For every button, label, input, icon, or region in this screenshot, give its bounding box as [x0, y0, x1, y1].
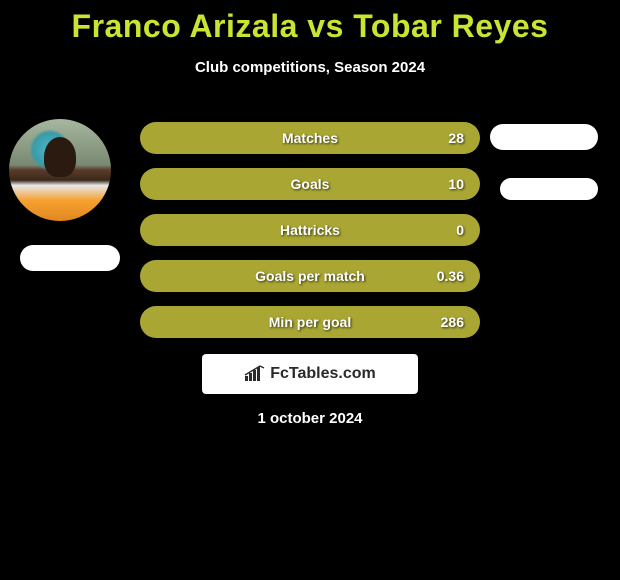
player-name-pill-right-2 — [500, 178, 598, 200]
brand-text: FcTables.com — [270, 365, 376, 383]
stat-label: Goals — [291, 176, 330, 192]
stat-value: 0.36 — [437, 268, 464, 284]
header: Franco Arizala vs Tobar Reyes Club compe… — [0, 0, 620, 76]
stat-row: Hattricks 0 — [140, 214, 480, 246]
player-avatar-left — [9, 119, 111, 221]
date-text: 1 october 2024 — [0, 410, 620, 427]
player-name-pill-left — [20, 245, 120, 271]
page-subtitle: Club competitions, Season 2024 — [0, 59, 620, 76]
bar-chart-icon — [244, 365, 266, 383]
stat-label: Hattricks — [280, 222, 340, 238]
stat-row: Goals 10 — [140, 168, 480, 200]
stat-label: Min per goal — [269, 314, 351, 330]
stat-value: 0 — [456, 222, 464, 238]
stat-label: Matches — [282, 130, 338, 146]
stat-value: 286 — [441, 314, 464, 330]
stat-value: 10 — [448, 176, 464, 192]
brand-badge[interactable]: FcTables.com — [202, 354, 418, 394]
stat-row: Matches 28 — [140, 122, 480, 154]
player-name-pill-right-1 — [490, 124, 598, 150]
stat-label: Goals per match — [255, 268, 365, 284]
stat-value: 28 — [448, 130, 464, 146]
page-title: Franco Arizala vs Tobar Reyes — [0, 8, 620, 45]
stat-row: Goals per match 0.36 — [140, 260, 480, 292]
stat-row: Min per goal 286 — [140, 306, 480, 338]
stats-list: Matches 28 Goals 10 Hattricks 0 Goals pe… — [140, 122, 480, 352]
